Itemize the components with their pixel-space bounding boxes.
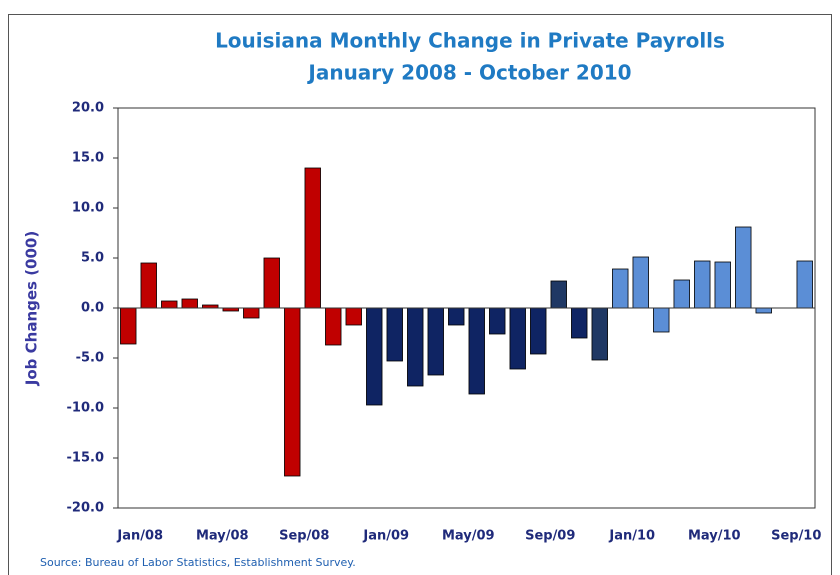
bar — [325, 307, 342, 346]
bar — [571, 307, 588, 339]
x-tick-label: Sep/09 — [525, 529, 575, 544]
bar — [304, 167, 321, 309]
bar — [448, 307, 465, 326]
y-tick-label: 15.0 — [72, 151, 104, 166]
bar — [694, 260, 711, 309]
bar — [120, 307, 137, 345]
bar — [140, 262, 157, 309]
y-tick-label: -5.0 — [76, 351, 104, 366]
bar — [366, 307, 383, 406]
bar — [386, 307, 403, 362]
bar — [673, 279, 690, 309]
bar — [284, 307, 301, 477]
bar — [345, 307, 362, 326]
bar — [407, 307, 424, 387]
bar — [509, 307, 526, 370]
y-tick-label: 20.0 — [72, 101, 104, 116]
x-tick-label: May/10 — [688, 529, 741, 544]
x-tick-label: May/09 — [442, 529, 495, 544]
bar — [755, 307, 772, 314]
y-tick-label: -15.0 — [67, 451, 104, 466]
y-tick-label: -10.0 — [67, 401, 104, 416]
bar — [489, 307, 506, 335]
bar — [468, 307, 485, 395]
x-tick-label: Jan/09 — [362, 529, 409, 544]
bar — [530, 307, 547, 355]
y-tick-label: -20.0 — [67, 501, 104, 516]
x-tick-label: May/08 — [196, 529, 249, 544]
y-tick-label: 0.0 — [81, 301, 104, 316]
bar — [632, 256, 649, 309]
bar — [796, 260, 813, 309]
bar — [714, 261, 731, 309]
bar — [591, 307, 608, 361]
x-tick-label: Sep/08 — [279, 529, 329, 544]
bar — [427, 307, 444, 376]
chart-title: Louisiana Monthly Change in Private Payr… — [215, 29, 725, 53]
x-tick-label: Jan/10 — [608, 529, 655, 544]
chart-subtitle: January 2008 - October 2010 — [306, 61, 631, 85]
bar — [263, 257, 280, 309]
bar — [243, 307, 260, 319]
bar — [612, 268, 629, 309]
y-tick-label: 10.0 — [72, 201, 104, 216]
bar — [181, 298, 198, 309]
source-note: Source: Bureau of Labor Statistics, Esta… — [40, 556, 356, 569]
bar — [735, 226, 752, 309]
y-tick-label: 5.0 — [81, 251, 104, 266]
y-axis-label: Job Changes (000) — [23, 231, 41, 386]
bar — [550, 280, 567, 309]
bar — [653, 307, 670, 333]
x-tick-label: Sep/10 — [771, 529, 821, 544]
x-tick-label: Jan/08 — [116, 529, 163, 544]
bar — [161, 300, 178, 309]
